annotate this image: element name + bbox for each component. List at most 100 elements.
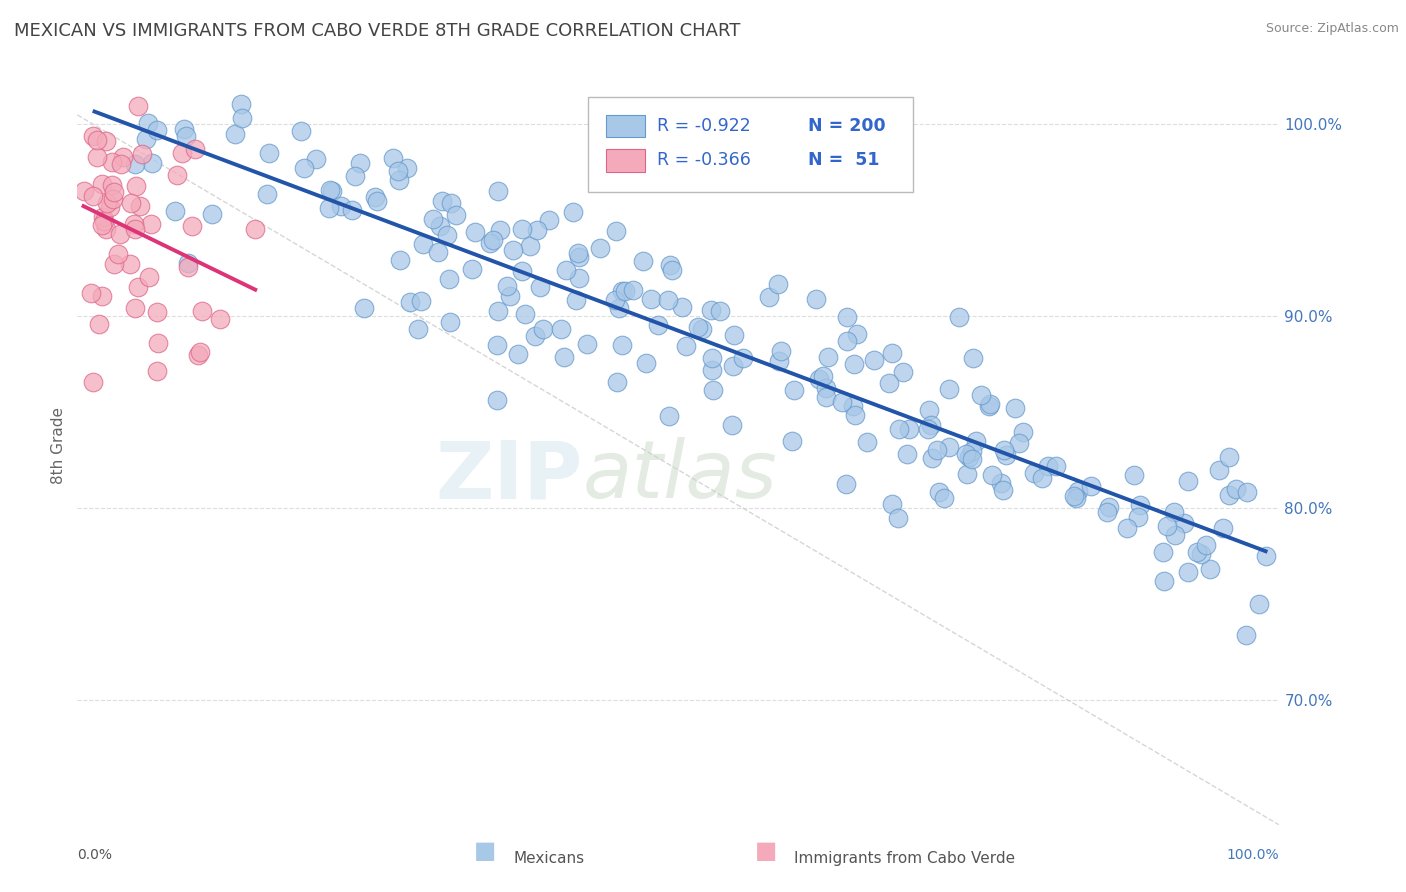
- Point: [882, 346, 904, 360]
- Point: [561, 205, 583, 219]
- Point: [461, 262, 484, 277]
- Point: [344, 169, 367, 184]
- Text: Mexicans: Mexicans: [513, 851, 585, 865]
- Point: [970, 388, 993, 402]
- Point: [127, 280, 149, 294]
- Point: [170, 146, 193, 161]
- Point: [482, 234, 505, 248]
- Point: [686, 319, 709, 334]
- Point: [489, 223, 512, 237]
- Point: [1185, 545, 1208, 559]
- Point: [486, 392, 509, 407]
- Point: [603, 293, 626, 307]
- Point: [187, 348, 209, 362]
- Point: [770, 343, 793, 358]
- Point: [844, 409, 866, 423]
- Text: ZIP: ZIP: [434, 437, 582, 516]
- Point: [814, 381, 837, 395]
- Point: [589, 241, 612, 255]
- Point: [256, 187, 278, 202]
- Point: [887, 511, 910, 525]
- Point: [519, 238, 541, 252]
- Point: [124, 301, 146, 316]
- Point: [1156, 518, 1178, 533]
- Point: [837, 310, 859, 324]
- Point: [101, 155, 124, 169]
- Point: [145, 363, 167, 377]
- Point: [98, 200, 121, 214]
- Point: [1128, 509, 1150, 524]
- Point: [1022, 466, 1045, 480]
- Point: [87, 317, 110, 331]
- Point: [146, 305, 169, 319]
- Point: [1212, 520, 1234, 534]
- Point: [439, 314, 461, 328]
- Point: [647, 318, 669, 332]
- Point: [184, 142, 207, 156]
- Point: [510, 263, 533, 277]
- Point: [94, 222, 117, 236]
- Point: [934, 491, 956, 506]
- Point: [388, 253, 411, 268]
- Point: [565, 293, 588, 308]
- Point: [1195, 538, 1218, 552]
- Point: [430, 194, 453, 208]
- Point: [80, 285, 103, 300]
- Point: [353, 301, 375, 315]
- Point: [634, 356, 657, 370]
- Point: [700, 303, 723, 318]
- Point: [209, 312, 232, 326]
- Point: [515, 307, 537, 321]
- Point: [82, 188, 104, 202]
- Point: [612, 338, 634, 352]
- Point: [110, 156, 132, 170]
- Point: [863, 353, 886, 368]
- Point: [700, 351, 723, 365]
- Point: [174, 129, 197, 144]
- Point: [1236, 485, 1258, 500]
- Text: ■: ■: [755, 839, 778, 863]
- Point: [1115, 521, 1137, 535]
- Point: [1008, 436, 1031, 450]
- Point: [658, 258, 681, 272]
- Point: [898, 422, 921, 436]
- Point: [108, 227, 131, 241]
- Point: [330, 199, 353, 213]
- Point: [553, 350, 575, 364]
- Y-axis label: 8th Grade: 8th Grade: [51, 408, 66, 484]
- Point: [201, 207, 224, 221]
- Point: [605, 224, 627, 238]
- Point: [190, 303, 212, 318]
- Point: [120, 196, 142, 211]
- Point: [1153, 574, 1175, 589]
- Point: [1122, 467, 1144, 482]
- Point: [91, 210, 114, 224]
- Point: [141, 155, 163, 169]
- Point: [72, 184, 94, 198]
- Point: [495, 279, 517, 293]
- Point: [783, 383, 806, 397]
- Point: [177, 260, 200, 274]
- Point: [702, 363, 724, 377]
- Point: [621, 284, 644, 298]
- Text: R = -0.366: R = -0.366: [657, 151, 751, 169]
- Point: [576, 337, 599, 351]
- Point: [917, 422, 939, 436]
- Point: [1234, 628, 1257, 642]
- Point: [640, 293, 662, 307]
- Point: [633, 254, 655, 268]
- Point: [993, 442, 1015, 457]
- Point: [426, 244, 449, 259]
- Point: [977, 400, 1000, 414]
- Point: [948, 310, 970, 324]
- Text: R = -0.922: R = -0.922: [657, 117, 751, 135]
- FancyBboxPatch shape: [606, 149, 645, 171]
- Point: [690, 322, 713, 336]
- Point: [995, 448, 1018, 462]
- Point: [990, 475, 1012, 490]
- Point: [444, 208, 467, 222]
- Point: [406, 321, 429, 335]
- Point: [1045, 459, 1067, 474]
- Point: [980, 468, 1002, 483]
- Point: [478, 236, 501, 251]
